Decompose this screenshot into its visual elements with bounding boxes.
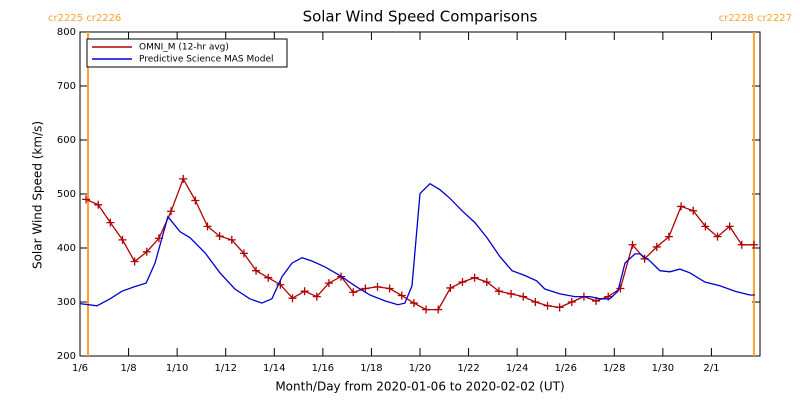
data-point xyxy=(494,287,503,296)
data-point xyxy=(628,240,637,249)
data-point xyxy=(458,278,467,287)
data-point xyxy=(434,305,443,314)
data-point xyxy=(737,240,746,249)
data-point xyxy=(130,257,139,266)
data-point xyxy=(397,291,406,300)
x-tick-label: 1/18 xyxy=(360,363,382,374)
data-point xyxy=(482,278,491,287)
data-point xyxy=(373,282,382,291)
data-point xyxy=(215,232,224,241)
data-point xyxy=(179,174,188,183)
y-tick-label: 700 xyxy=(57,81,76,92)
data-point xyxy=(312,292,321,301)
x-tick-label: 1/28 xyxy=(603,363,625,374)
carrington-label: cr2225 cr2226 xyxy=(48,13,121,24)
data-point xyxy=(167,207,176,216)
data-point xyxy=(385,284,394,293)
legend-label: Predictive Science MAS Model xyxy=(139,55,274,65)
data-point xyxy=(288,294,297,303)
data-point xyxy=(701,222,710,231)
data-point xyxy=(446,283,455,292)
legend-label: OMNI_M (12-hr avg) xyxy=(139,43,229,53)
x-tick-label: 1/16 xyxy=(312,363,334,374)
legend-box xyxy=(86,38,288,68)
data-point xyxy=(324,279,333,288)
y-tick-label: 800 xyxy=(57,27,76,38)
x-tick-label: 1/22 xyxy=(457,363,479,374)
x-tick-label: 1/20 xyxy=(409,363,431,374)
chart-title: Solar Wind Speed Comparisons xyxy=(303,8,538,26)
y-tick-label: 500 xyxy=(57,189,76,200)
data-point xyxy=(203,222,212,231)
data-point xyxy=(106,218,115,227)
data-point xyxy=(227,235,236,244)
data-point xyxy=(652,242,661,251)
data-point xyxy=(422,305,431,314)
data-point xyxy=(361,284,370,293)
y-tick-label: 300 xyxy=(57,297,76,308)
data-point xyxy=(543,301,552,310)
x-tick-label: 2/1 xyxy=(703,363,719,374)
x-tick-label: 1/26 xyxy=(554,363,576,374)
x-tick-label: 1/6 xyxy=(72,363,88,374)
data-point xyxy=(300,287,309,296)
y-tick-label: 600 xyxy=(57,135,76,146)
data-point xyxy=(191,196,200,205)
data-point xyxy=(94,200,103,209)
data-point xyxy=(677,202,686,211)
x-tick-label: 1/30 xyxy=(652,363,674,374)
y-tick-label: 400 xyxy=(57,243,76,254)
data-point xyxy=(555,303,564,312)
data-point xyxy=(118,235,127,244)
y-axis-label: Solar Wind Speed (km/s) xyxy=(31,121,45,269)
x-tick-label: 1/24 xyxy=(506,363,528,374)
data-point xyxy=(507,289,516,298)
data-point xyxy=(713,232,722,241)
carrington-label: cr2228 cr2227 xyxy=(719,13,792,24)
data-point xyxy=(531,298,540,306)
data-point xyxy=(689,206,698,215)
data-point xyxy=(409,299,418,308)
data-point xyxy=(264,273,273,282)
x-tick-label: 1/10 xyxy=(166,363,188,374)
data-point xyxy=(142,247,151,256)
data-point xyxy=(519,292,528,301)
x-tick-label: 1/14 xyxy=(263,363,285,374)
data-point xyxy=(82,195,91,204)
data-point xyxy=(252,266,261,275)
x-tick-label: 1/12 xyxy=(214,363,236,374)
x-tick-label: 1/8 xyxy=(121,363,137,374)
data-point xyxy=(749,240,758,249)
y-tick-label: 200 xyxy=(57,351,76,362)
data-point xyxy=(567,298,576,306)
data-point xyxy=(725,222,734,231)
data-point xyxy=(470,273,479,282)
x-axis-label: Month/Day from 2020-01-06 to 2020-02-02 … xyxy=(275,380,564,394)
series-line xyxy=(79,182,755,307)
data-point xyxy=(616,284,625,293)
data-point xyxy=(239,249,248,258)
data-point xyxy=(349,288,358,297)
data-point xyxy=(664,232,673,241)
